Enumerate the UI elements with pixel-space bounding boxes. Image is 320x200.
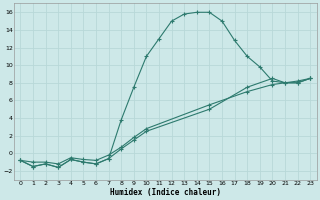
X-axis label: Humidex (Indice chaleur): Humidex (Indice chaleur) [110,188,221,197]
